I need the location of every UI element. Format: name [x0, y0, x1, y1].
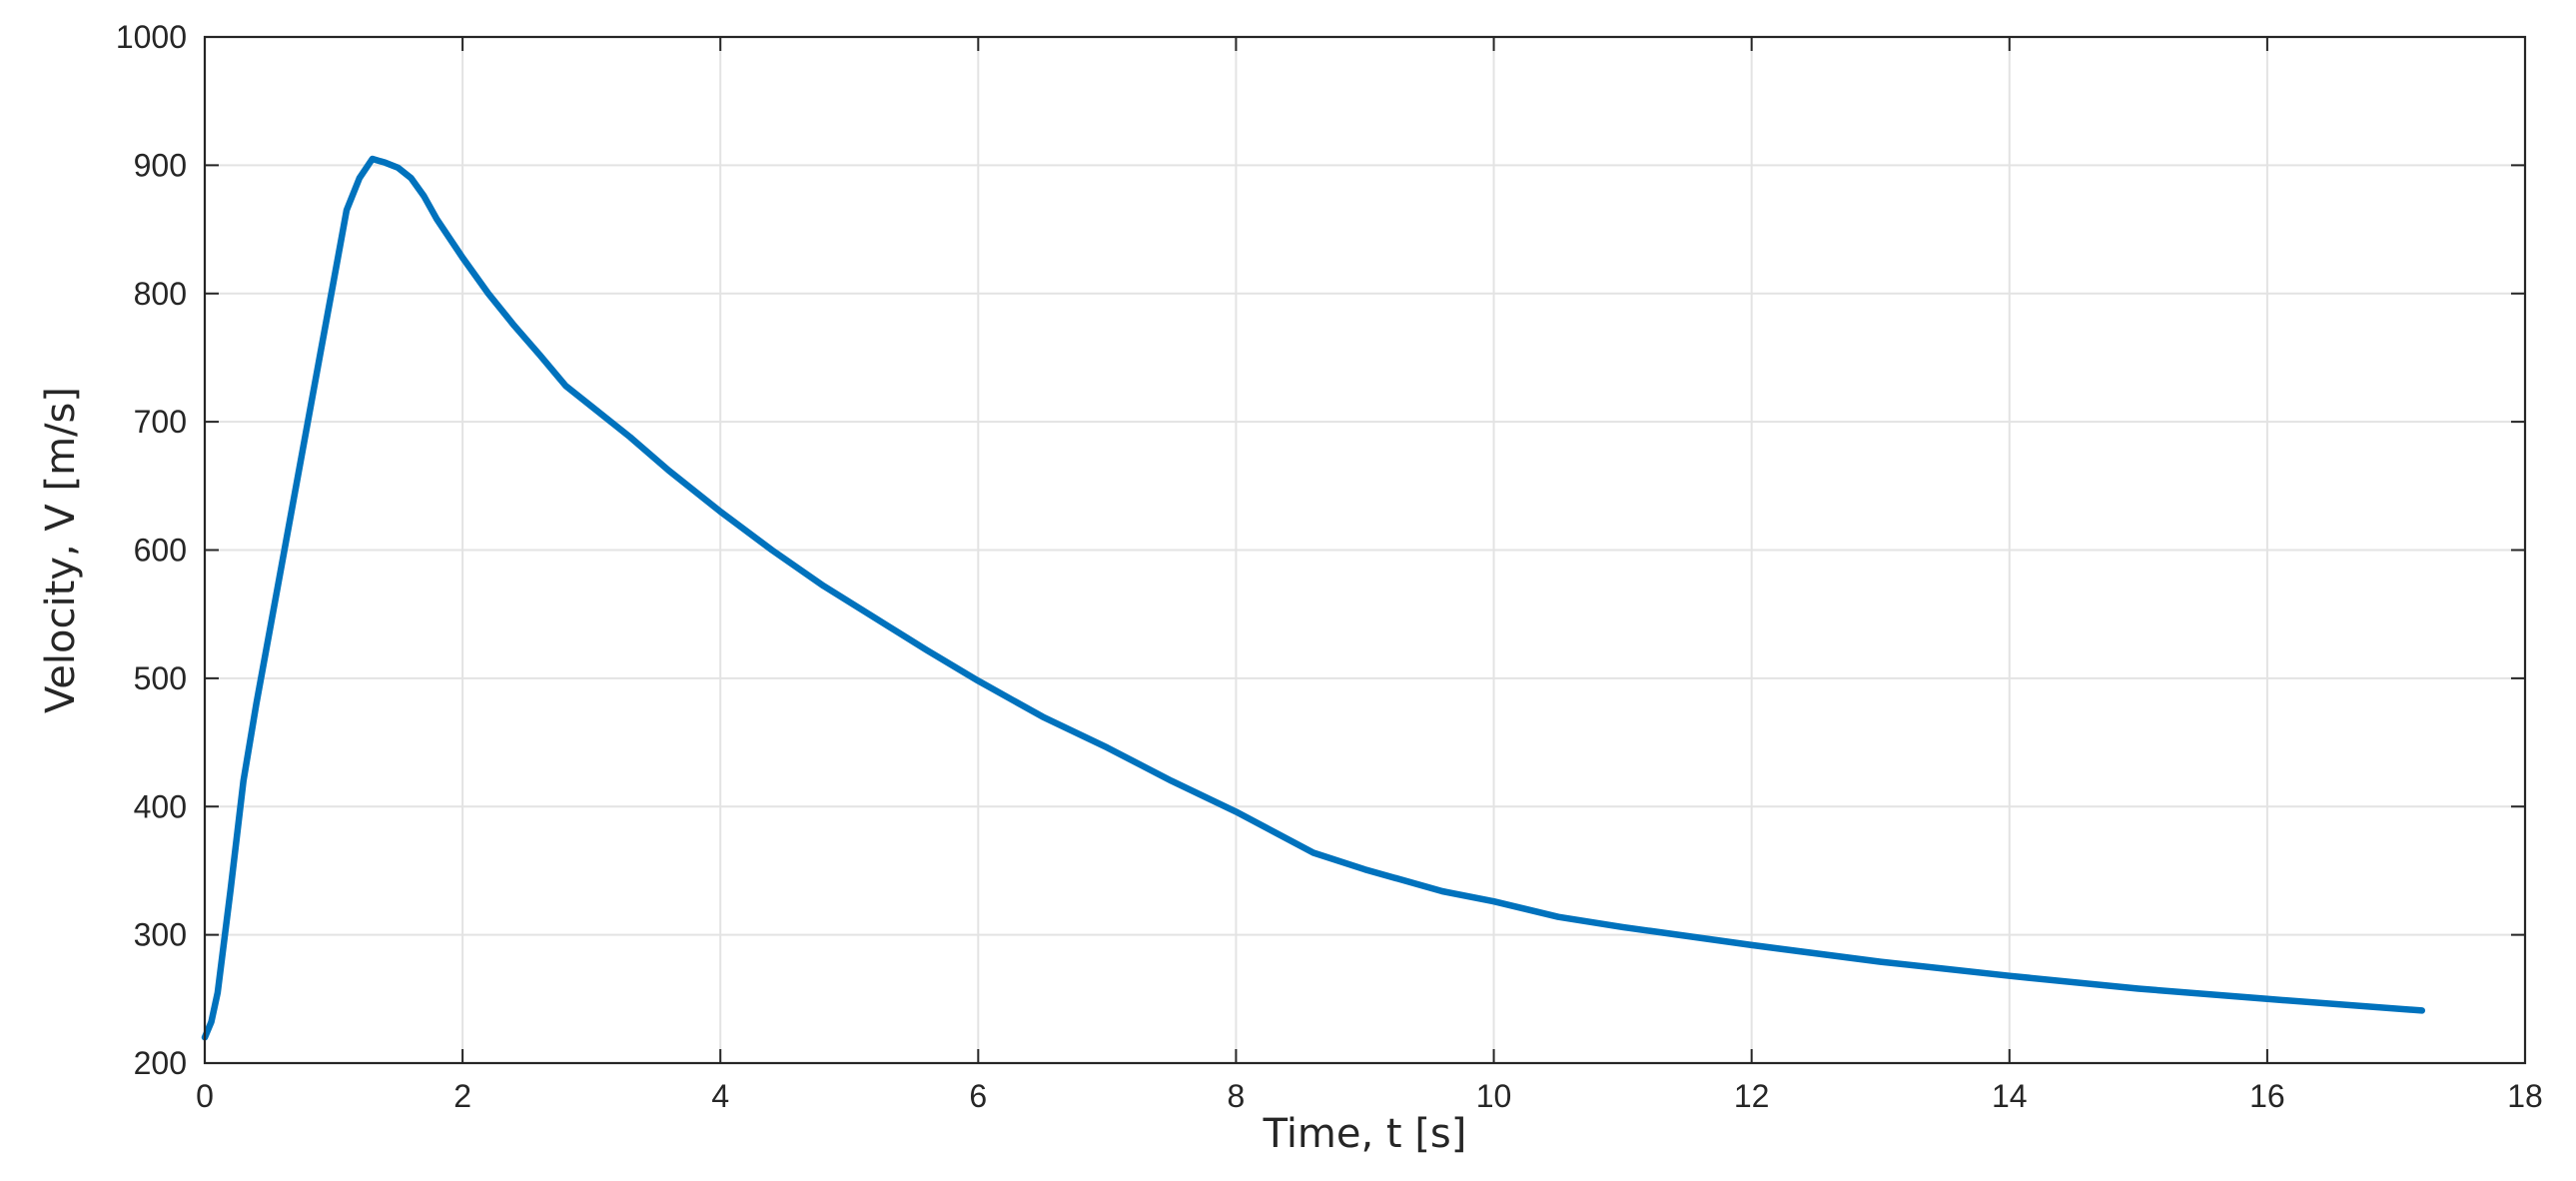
x-tick-label: 16	[2249, 1078, 2285, 1114]
y-tick-label: 1000	[116, 19, 187, 55]
x-tick-label: 12	[1734, 1078, 1770, 1114]
x-tick-label: 10	[1476, 1078, 1512, 1114]
y-tick-label: 800	[134, 276, 187, 312]
y-tick-labels: 200 300 400 500 600 700 800 900 1000	[116, 19, 187, 1081]
x-tick-labels: 0 2 4 6 8 10 12 14 16 18	[196, 1078, 2543, 1114]
y-tick-label: 600	[134, 533, 187, 569]
x-tick-label: 0	[196, 1078, 214, 1114]
tick-marks	[204, 36, 2526, 1064]
series-layer	[201, 155, 2426, 1041]
x-axis-label: Time, t [s]	[1263, 1111, 1467, 1157]
y-tick-label: 300	[134, 917, 187, 953]
series-line-0	[201, 155, 2426, 1041]
x-tick-label: 18	[2507, 1078, 2543, 1114]
y-tick-label: 200	[134, 1045, 187, 1081]
y-tick-label: 500	[134, 660, 187, 696]
x-tick-label: 2	[453, 1078, 471, 1114]
grid-lines	[204, 36, 2526, 1064]
y-tick-label: 900	[134, 147, 187, 183]
y-tick-label: 700	[134, 404, 187, 440]
x-tick-label: 6	[969, 1078, 987, 1114]
y-axis-label: Velocity, V [m/s]	[38, 387, 84, 713]
x-tick-label: 8	[1228, 1078, 1246, 1114]
x-tick-label: 4	[711, 1078, 729, 1114]
x-tick-label: 14	[1992, 1078, 2028, 1114]
y-tick-label: 400	[134, 788, 187, 824]
